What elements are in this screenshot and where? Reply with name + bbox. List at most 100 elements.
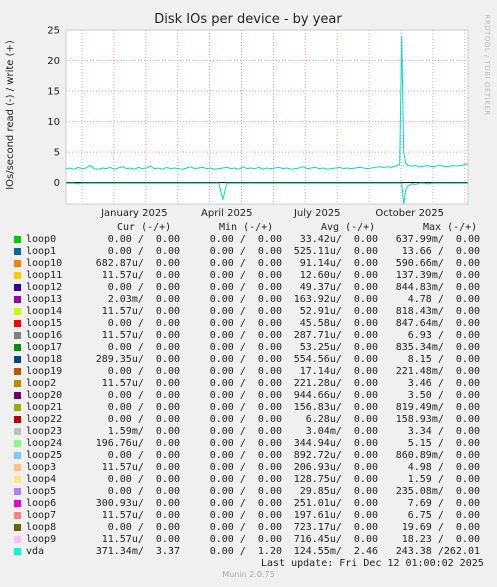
legend-max: 158.93m/ 0.00	[395, 414, 480, 425]
legend-cur: 0.00 / 0.00	[107, 414, 180, 425]
legend-swatch	[14, 464, 21, 471]
legend-min: 0.00 / 0.00	[209, 414, 282, 425]
legend-min: 0.00 / 0.00	[209, 270, 282, 281]
legend-avg: 45.58u/ 0.00	[299, 318, 378, 329]
legend-avg: 716.45u/ 0.00	[293, 534, 378, 545]
legend-max: 847.64m/ 0.00	[395, 318, 480, 329]
legend-swatch	[14, 296, 21, 303]
legend-max: 8.15 / 0.00	[407, 354, 480, 365]
legend-min: 0.00 / 0.00	[209, 378, 282, 389]
series-layer	[65, 36, 469, 205]
legend-max: 3.34 / 0.00	[407, 426, 480, 437]
legend-min: 0.00 / 0.00	[209, 426, 282, 437]
legend-name: loop9	[26, 534, 57, 545]
legend-avg: 206.93u/ 0.00	[293, 462, 378, 473]
plot-frame	[65, 29, 469, 205]
legend-name: loop13	[26, 294, 63, 305]
legend-swatch	[14, 320, 21, 327]
legend-name: loop24	[26, 438, 63, 449]
legend-max: 637.99m/ 0.00	[395, 234, 480, 245]
legend-name: loop1	[26, 246, 57, 257]
legend-avg: 53.25u/ 0.00	[299, 342, 378, 353]
legend-cur: 11.57u/ 0.00	[101, 510, 180, 521]
legend-min: 0.00 / 0.00	[209, 402, 282, 413]
legend-cur: 0.00 / 0.00	[107, 318, 180, 329]
legend-max: 235.08m/ 0.00	[395, 486, 480, 497]
legend-min: 0.00 / 0.00	[209, 294, 282, 305]
x-tick-labels: January 2025 April 2025 July 2025 October 2…	[100, 208, 444, 219]
legend-swatch	[14, 440, 21, 447]
legend-max: 7.69 / 0.00	[407, 498, 480, 509]
legend-min: 0.00 / 0.00	[209, 390, 282, 401]
legend-swatch	[14, 416, 21, 423]
last-update: Last update: Fri Dec 12 01:00:02 2025	[261, 558, 484, 569]
legend-name: loop3	[26, 462, 57, 473]
legend-avg: 163.92u/ 0.00	[293, 294, 378, 305]
legend-cur: 0.00 / 0.00	[107, 342, 180, 353]
y-tick-label: 20	[47, 56, 60, 67]
legend-name: loop11	[26, 270, 63, 281]
legend-cur: 0.00 / 0.00	[107, 390, 180, 401]
legend-min: 0.00 / 0.00	[209, 330, 282, 341]
legend-name: loop4	[26, 474, 57, 485]
legend-swatch	[14, 272, 21, 279]
legend-name: loop22	[26, 414, 63, 425]
legend-min: 0.00 / 0.00	[209, 486, 282, 497]
legend-swatch	[14, 548, 21, 555]
grid	[65, 29, 469, 205]
legend-avg: 128.75u/ 0.00	[293, 474, 378, 485]
legend-cur: 2.03m/ 0.00	[107, 294, 180, 305]
legend-cur: 0.00 / 0.00	[107, 450, 180, 461]
legend-avg: 287.71u/ 0.00	[293, 330, 378, 341]
legend-swatch	[14, 536, 21, 543]
legend-min: 0.00 / 0.00	[209, 534, 282, 545]
legend-avg: 17.14u/ 0.00	[299, 366, 378, 377]
legend-cur: 196.76u/ 0.00	[95, 438, 180, 449]
legend-min: 0.00 / 0.00	[209, 438, 282, 449]
legend-swatch	[14, 260, 21, 267]
legend-avg: 33.42u/ 0.00	[299, 234, 378, 245]
legend-avg: 12.60u/ 0.00	[299, 270, 378, 281]
series-vda-write	[65, 36, 469, 170]
legend-swatch	[14, 500, 21, 507]
header-avg: Avg (-/+)	[321, 222, 376, 233]
legend-cur: 0.00 / 0.00	[107, 366, 180, 377]
legend-avg: 554.56u/ 0.00	[293, 354, 378, 365]
legend-swatch	[14, 476, 21, 483]
legend-swatch	[14, 392, 21, 399]
y-tick-label: 5	[54, 148, 60, 159]
legend-max: 4.98 / 0.00	[407, 462, 480, 473]
legend-cur: 0.00 / 0.00	[107, 246, 180, 257]
legend-max: 18.23 / 0.00	[401, 534, 480, 545]
legend-min: 0.00 / 0.00	[209, 258, 282, 269]
legend-max: 3.50 / 0.00	[407, 390, 480, 401]
y-tick-labels: 0 5 10 15 20 25	[47, 26, 60, 190]
legend-cur: 0.00 / 0.00	[107, 522, 180, 533]
legend-name: loop0	[26, 234, 57, 245]
legend-max: 221.48m/ 0.00	[395, 366, 480, 377]
legend-cur: 11.57u/ 0.00	[101, 330, 180, 341]
legend-swatch	[14, 512, 21, 519]
legend-header: Cur (-/+) Min (-/+) Avg (-/+) Max (-/+)	[0, 222, 477, 282]
legend-max: 6.75 / 0.00	[407, 510, 480, 521]
legend-swatch	[14, 524, 21, 531]
legend-min: 0.00 / 0.00	[209, 474, 282, 485]
legend-max: 1.59 / 0.00	[407, 474, 480, 485]
y-tick-label: 15	[47, 87, 60, 98]
legend-max: 137.39m/ 0.00	[395, 270, 480, 281]
legend-min: 0.00 / 0.00	[209, 318, 282, 329]
legend-max: 818.43m/ 0.00	[395, 306, 480, 317]
legend-cur: 0.00 / 0.00	[107, 402, 180, 413]
legend-avg: 723.17u/ 0.00	[293, 522, 378, 533]
legend-swatch	[14, 344, 21, 351]
legend-name: loop18	[26, 354, 63, 365]
legend-name: loop12	[26, 282, 63, 293]
legend-cur: 0.00 / 0.00	[107, 486, 180, 497]
legend-max: 860.89m/ 0.00	[395, 450, 480, 461]
legend-name: loop15	[26, 318, 63, 329]
series-vda-read	[66, 182, 468, 205]
legend-min: 0.00 / 0.00	[209, 522, 282, 533]
legend-name: loop10	[26, 258, 63, 269]
legend-name: loop6	[26, 498, 57, 509]
legend-name: vda	[26, 546, 45, 557]
